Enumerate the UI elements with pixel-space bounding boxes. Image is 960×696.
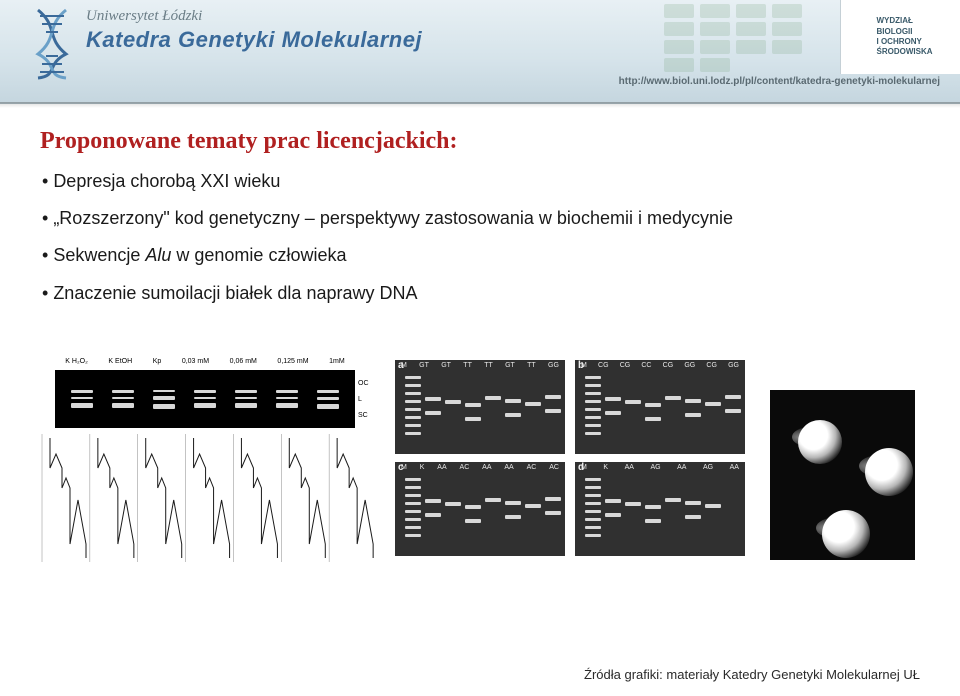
department-name: Katedra Genetyki Molekularnej bbox=[86, 27, 422, 53]
faculty-label: WYDZIAŁ BIOLOGII I OCHRONY ŚRODOWISKA bbox=[869, 16, 933, 58]
fig2-densitometry bbox=[40, 430, 375, 565]
logo-block: Uniwersytet Łódzki Katedra Genetyki Mole… bbox=[28, 8, 422, 80]
gel-panels: a MGTGTTTTTGTTTGG b MCGCGCCCGGGCGGG c MK… bbox=[395, 360, 755, 560]
fig1-side-labels: OC L SC bbox=[358, 376, 369, 424]
bullet-2: „Rozszerzony" kod genetyczny – perspekty… bbox=[42, 206, 920, 231]
bullet-list: Depresja chorobą XXI wieku „Rozszerzony"… bbox=[40, 169, 920, 306]
gel-panel-d: d MKAAAGAAAGAA bbox=[575, 462, 745, 556]
gel-panel-b: b MCGCGCCCGGGCGGG bbox=[575, 360, 745, 454]
bullet-4: Znaczenie sumoilacji białek dla naprawy … bbox=[42, 281, 920, 306]
fig1-gel-strip bbox=[55, 370, 355, 428]
comet-assay bbox=[770, 390, 915, 560]
slide-title: Proponowane tematy prac licencjackich: bbox=[40, 128, 920, 155]
header-grid-deco bbox=[660, 0, 840, 74]
slide-header: WYDZIAŁ BIOLOGII I OCHRONY ŚRODOWISKA Un… bbox=[0, 0, 960, 104]
faculty-badge: WYDZIAŁ BIOLOGII I OCHRONY ŚRODOWISKA bbox=[840, 0, 960, 74]
bullet-1: Depresja chorobą XXI wieku bbox=[42, 169, 920, 194]
gel-panel-a: a MGTGTTTTTGTTTGG bbox=[395, 360, 565, 454]
figures-area: K H₂O₂K EtOHKp0,03 mM0,06 mM0,125 mM1mM … bbox=[40, 360, 920, 630]
footer-credit: Źródła grafiki: materiały Katedry Genety… bbox=[584, 667, 920, 682]
university-name: Uniwersytet Łódzki bbox=[86, 8, 422, 25]
content-area: Proponowane tematy prac licencjackich: D… bbox=[0, 104, 960, 306]
bullet-3: Sekwencje Alu w genomie człowieka bbox=[42, 243, 920, 268]
gel-panel-c: c MKAAACAAAAACAC bbox=[395, 462, 565, 556]
fig1-headers: K H₂O₂K EtOHKp0,03 mM0,06 mM0,125 mM1mM bbox=[55, 358, 355, 370]
dna-icon bbox=[28, 8, 76, 80]
header-url: http://www.biol.uni.lodz.pl/pl/content/k… bbox=[619, 76, 940, 87]
